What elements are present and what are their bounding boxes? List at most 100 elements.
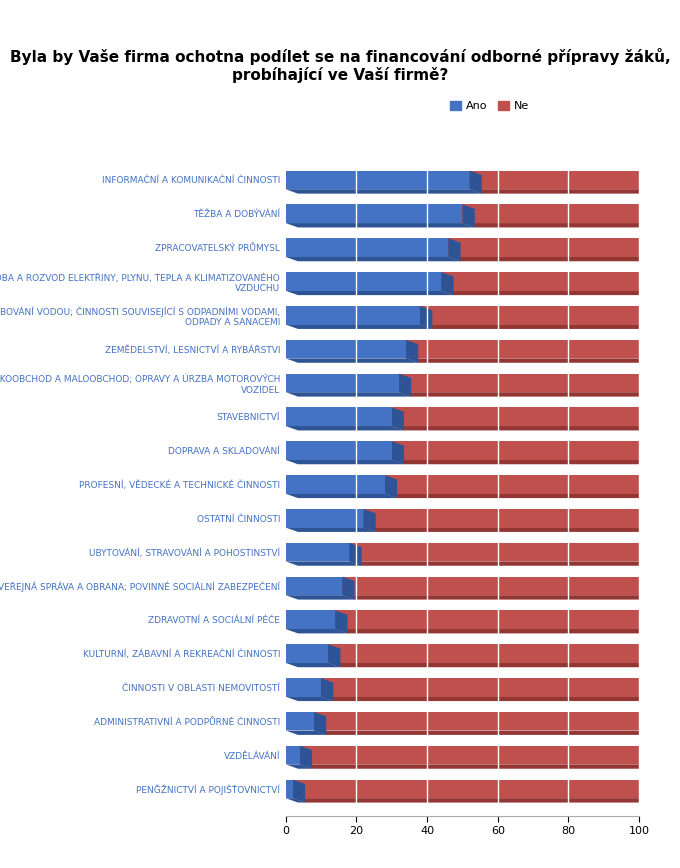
Polygon shape [398,373,411,397]
Polygon shape [286,595,354,600]
Polygon shape [639,272,651,295]
Polygon shape [639,306,651,329]
Bar [286,339,406,358]
Bar [286,272,441,291]
Polygon shape [321,678,333,701]
Bar [328,644,639,663]
Bar [350,542,639,562]
Bar [441,272,639,291]
Bar [286,746,300,765]
Bar [448,239,639,257]
Bar [286,441,392,460]
Bar [335,610,639,629]
Polygon shape [286,223,475,227]
Polygon shape [392,460,651,464]
Polygon shape [639,239,651,261]
Polygon shape [342,595,651,600]
Polygon shape [286,765,312,769]
Polygon shape [286,528,376,532]
Bar [286,576,342,595]
Polygon shape [321,697,651,701]
Polygon shape [286,460,404,464]
Bar [286,373,398,392]
Polygon shape [292,779,305,803]
Polygon shape [300,765,651,769]
Polygon shape [314,712,326,735]
Polygon shape [286,426,404,431]
Legend: Ano, Ne: Ano, Ne [445,96,534,115]
Bar [300,746,639,765]
Bar [385,475,639,494]
Polygon shape [286,799,305,803]
Polygon shape [639,205,651,227]
Bar [321,678,639,697]
Polygon shape [398,392,651,397]
Polygon shape [639,407,651,431]
Polygon shape [392,426,651,431]
Bar [286,171,469,189]
Bar [392,407,639,426]
Polygon shape [639,678,651,701]
Polygon shape [286,663,341,667]
Polygon shape [462,223,651,227]
Polygon shape [328,644,341,667]
Polygon shape [441,272,454,295]
Polygon shape [406,358,651,363]
Polygon shape [639,746,651,769]
Polygon shape [350,562,651,566]
Bar [286,610,335,629]
Polygon shape [639,339,651,363]
Polygon shape [286,494,397,498]
Polygon shape [639,644,651,667]
Polygon shape [639,509,651,532]
Polygon shape [639,576,651,600]
Bar [392,441,639,460]
Bar [292,779,639,799]
Polygon shape [441,291,651,295]
Bar [286,306,420,325]
Polygon shape [363,528,651,532]
Polygon shape [286,325,432,329]
Polygon shape [448,257,651,261]
Polygon shape [350,542,362,566]
Bar [286,678,321,697]
Polygon shape [639,441,651,464]
Polygon shape [639,779,651,803]
Bar [286,239,448,257]
Polygon shape [420,325,651,329]
Polygon shape [286,697,333,701]
Polygon shape [385,494,651,498]
Bar [469,171,639,189]
Polygon shape [639,542,651,566]
Bar [286,205,462,223]
Polygon shape [286,629,347,634]
Polygon shape [342,576,354,600]
Polygon shape [286,358,418,363]
Bar [286,644,328,663]
Bar [286,509,363,528]
Polygon shape [286,257,460,261]
Polygon shape [286,291,454,295]
Polygon shape [335,610,347,634]
Polygon shape [462,205,475,227]
Bar [286,712,314,731]
Polygon shape [406,339,418,363]
Polygon shape [292,799,651,803]
Polygon shape [300,746,312,769]
Bar [314,712,639,731]
Polygon shape [286,189,482,194]
Bar [286,475,385,494]
Polygon shape [639,610,651,634]
Bar [462,205,639,223]
Text: Byla by Vaše firma ochotna podílet se na financování odborné přípravy žáků,
prob: Byla by Vaše firma ochotna podílet se na… [10,48,670,83]
Polygon shape [448,239,460,261]
Bar [286,779,292,799]
Polygon shape [286,562,362,566]
Bar [398,373,639,392]
Polygon shape [639,373,651,397]
Polygon shape [639,712,651,735]
Polygon shape [420,306,432,329]
Polygon shape [328,663,651,667]
Bar [420,306,639,325]
Bar [363,509,639,528]
